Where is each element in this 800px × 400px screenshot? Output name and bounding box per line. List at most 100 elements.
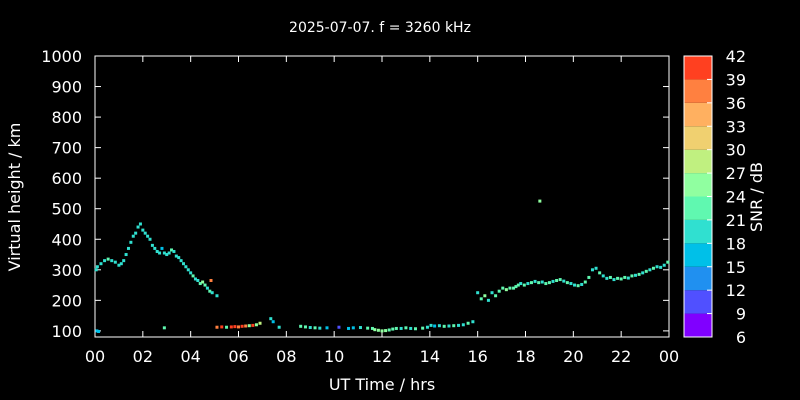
colorbar-tick-label: 36 xyxy=(726,94,746,113)
colorbar-cell xyxy=(684,219,712,244)
colorbar-tick-label: 33 xyxy=(726,117,746,136)
data-point xyxy=(95,329,99,333)
colorbar-tick-label: 39 xyxy=(726,70,746,89)
data-point xyxy=(447,324,451,328)
colorbar-tick-label: 27 xyxy=(726,164,746,183)
data-point xyxy=(193,277,197,281)
data-point xyxy=(358,326,362,330)
data-point xyxy=(558,278,562,282)
data-point xyxy=(174,254,178,258)
data-point xyxy=(425,325,429,329)
data-point xyxy=(437,324,441,328)
data-point xyxy=(117,263,121,267)
data-point xyxy=(186,268,190,272)
colorbar-tick-label: 21 xyxy=(726,211,746,230)
data-point xyxy=(526,282,530,286)
data-point xyxy=(95,265,99,269)
data-point xyxy=(544,282,548,286)
colorbar: 6 9 12 15 18 21 24 27 30 33 36 39 42 SNR / dB xyxy=(683,47,766,347)
data-point xyxy=(254,323,258,327)
data-point xyxy=(429,323,433,327)
x-tick-label: 04 xyxy=(180,347,200,366)
data-point xyxy=(504,288,508,292)
data-point xyxy=(626,276,630,280)
data-point xyxy=(471,320,475,324)
data-point xyxy=(271,320,275,324)
data-point xyxy=(644,269,648,273)
x-tick-label: 00 xyxy=(659,347,679,366)
colorbar-tick-label: 18 xyxy=(726,234,746,253)
data-point xyxy=(119,262,123,266)
data-point xyxy=(122,259,126,263)
data-point xyxy=(587,275,591,279)
data-point xyxy=(387,328,391,332)
data-point xyxy=(562,279,566,283)
colorbar-tick-label: 24 xyxy=(726,188,746,207)
data-point xyxy=(466,321,470,325)
data-point xyxy=(179,259,183,263)
data-point xyxy=(666,260,670,264)
data-point xyxy=(146,234,150,238)
data-point xyxy=(167,251,171,255)
colorbar-tick-label: 9 xyxy=(736,305,746,324)
data-point xyxy=(126,246,130,250)
data-point xyxy=(655,265,659,269)
x-tick-label: 14 xyxy=(420,347,440,366)
data-point xyxy=(233,325,237,329)
data-point xyxy=(594,266,598,270)
data-point xyxy=(409,326,413,330)
data-point xyxy=(538,199,542,203)
data-point xyxy=(376,328,380,332)
data-point xyxy=(583,280,587,284)
data-point xyxy=(404,326,408,330)
x-tick-label: 02 xyxy=(133,347,153,366)
plot-area: 00 02 04 06 08 10 12 14 16 18 20 22 00 100 200 300 400 5… xyxy=(41,47,679,366)
x-tick-label: 16 xyxy=(467,347,487,366)
data-point xyxy=(106,257,110,261)
data-point xyxy=(641,271,645,275)
colorbar-tick-label: 30 xyxy=(726,141,746,160)
data-point xyxy=(215,325,219,329)
data-point xyxy=(565,281,569,285)
y-tick-label: 100 xyxy=(51,322,82,341)
colorbar-cell xyxy=(684,196,712,220)
x-tick-label: 10 xyxy=(324,347,344,366)
data-point xyxy=(659,265,663,269)
data-point xyxy=(461,323,465,327)
colorbar-ticks: 6 9 12 15 18 21 24 27 30 33 36 39 42 xyxy=(707,47,746,347)
data-point xyxy=(220,325,224,329)
colorbar-cell xyxy=(684,290,712,314)
colorbar-cell xyxy=(684,126,712,150)
data-point xyxy=(170,248,174,252)
data-point xyxy=(576,284,580,288)
data-point xyxy=(623,275,627,279)
data-point xyxy=(247,324,251,328)
data-point xyxy=(150,243,154,247)
data-point xyxy=(619,277,623,281)
y-tick-label: 1000 xyxy=(41,47,82,66)
data-point xyxy=(141,228,145,232)
colorbar-cell xyxy=(684,243,712,267)
data-point xyxy=(366,326,370,330)
data-point xyxy=(162,326,166,330)
chart-title: 2025-07-07. f = 3260 kHz xyxy=(289,20,471,36)
data-point xyxy=(413,327,417,331)
data-point xyxy=(347,326,351,330)
data-point xyxy=(237,325,240,329)
data-point xyxy=(512,286,516,290)
data-point xyxy=(225,325,229,329)
data-point xyxy=(99,262,103,266)
data-point xyxy=(662,263,666,267)
y-axis-label: Virtual height / km xyxy=(5,123,24,272)
data-point xyxy=(208,289,212,293)
colorbar-tick-label: 42 xyxy=(726,47,746,66)
colorbar-cell xyxy=(684,173,712,197)
data-point xyxy=(184,265,188,269)
colorbar-cell xyxy=(684,102,712,127)
data-point xyxy=(380,329,384,333)
data-point xyxy=(240,324,244,328)
data-point xyxy=(244,324,248,328)
y-axis-ticks: 100 200 300 400 500 600 700 800 900 1000 xyxy=(41,47,669,341)
colorbar-cell xyxy=(684,313,712,337)
